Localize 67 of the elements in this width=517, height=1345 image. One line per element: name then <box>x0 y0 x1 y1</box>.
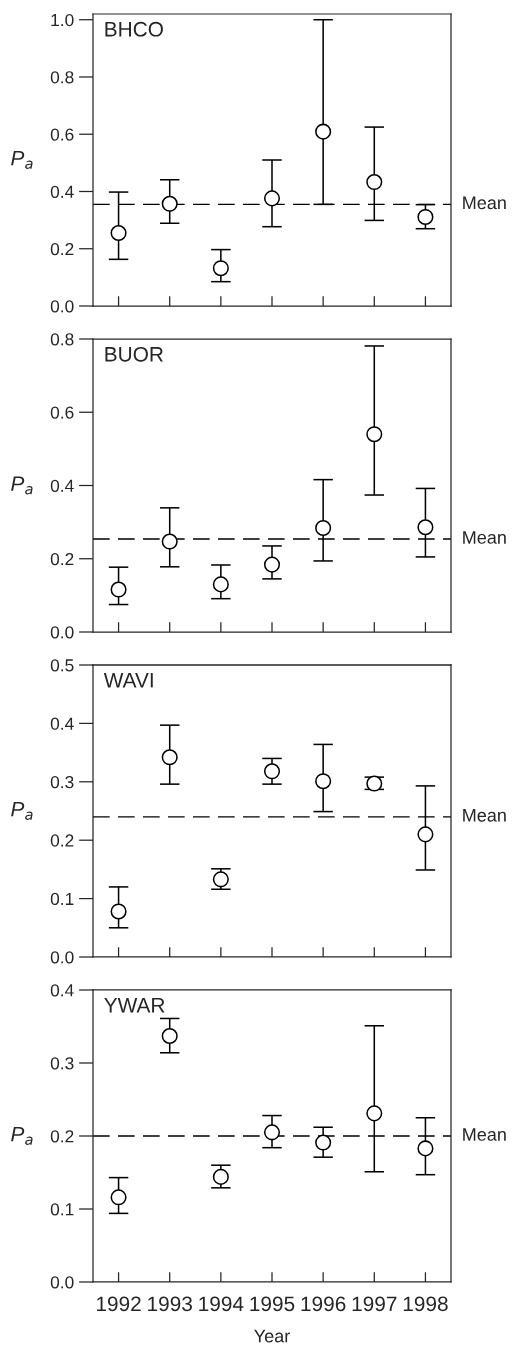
point <box>161 749 178 766</box>
point <box>263 190 281 207</box>
y-tick-label: 0.1 <box>50 1203 74 1216</box>
point <box>212 260 229 277</box>
point <box>366 173 383 191</box>
point <box>315 519 332 537</box>
y-tick-label: 0.8 <box>50 71 74 84</box>
x-tick-label: 1994 <box>199 1296 244 1312</box>
point <box>161 533 178 550</box>
chart-title: YWAR <box>104 998 165 1013</box>
ref-line-label: Mean <box>463 531 506 544</box>
y-tick-label: 0.6 <box>50 406 74 419</box>
point <box>212 576 229 593</box>
y-tick-label: 0.1 <box>50 892 74 906</box>
y-tick-label: 0.3 <box>50 775 74 789</box>
point <box>110 224 127 242</box>
y-tick-label: 0.4 <box>50 185 74 198</box>
y-axis-title: P$_{a}$ <box>11 1127 33 1145</box>
x-tick-label: 1997 <box>352 1296 397 1312</box>
y-tick-label: 0.4 <box>50 717 74 730</box>
point <box>161 195 178 212</box>
x-tick-label: 1992 <box>96 1296 141 1312</box>
point <box>110 1189 127 1206</box>
y-tick-label: 0.2 <box>50 834 74 847</box>
y-tick-label: 0.8 <box>50 333 74 346</box>
y-tick-label: 0.4 <box>50 984 74 997</box>
point <box>263 556 281 573</box>
chart-title: BHCO <box>105 21 163 37</box>
y-tick-label: 0.0 <box>50 300 74 313</box>
y-tick-label: 0.4 <box>50 479 74 492</box>
point <box>417 519 434 536</box>
x-axis-title: Year <box>254 1329 290 1343</box>
point <box>366 1105 383 1122</box>
chart-title: WAVI <box>103 673 153 688</box>
chart-title: BUOR <box>105 346 163 362</box>
ref-line-label: Mean <box>463 196 506 210</box>
y-tick-label: 0.0 <box>50 951 74 964</box>
x-tick-label: 1996 <box>301 1296 346 1312</box>
y-tick-label: 0.5 <box>50 659 74 672</box>
y-tick-label: 0.3 <box>50 1057 74 1070</box>
y-tick-label: 0.2 <box>50 1130 74 1143</box>
point <box>263 1124 281 1141</box>
y-axis-title: P$_{a}$ <box>11 802 33 820</box>
point <box>315 773 332 790</box>
point <box>161 1027 178 1045</box>
point <box>417 1140 434 1157</box>
y-tick-label: 0.6 <box>50 128 74 141</box>
point <box>366 426 383 443</box>
y-axis-title: P$_{a}$ <box>11 476 33 495</box>
ref-line-label: Mean <box>463 1128 506 1141</box>
y-tick-label: 1.0 <box>51 13 74 27</box>
point <box>110 903 127 920</box>
y-tick-label: 0.0 <box>50 626 74 639</box>
point <box>263 763 281 780</box>
point <box>110 581 127 598</box>
y-axis-title: P$_{a}$ <box>11 151 33 169</box>
point <box>315 123 332 140</box>
point <box>417 826 434 843</box>
x-tick-label: 1998 <box>403 1296 448 1312</box>
point <box>417 208 434 226</box>
x-tick-label: 1995 <box>250 1296 295 1312</box>
y-tick-label: 0.2 <box>50 242 74 256</box>
y-tick-label: 0.0 <box>50 1276 74 1289</box>
x-tick-label: 1993 <box>148 1296 192 1312</box>
point <box>315 1134 332 1151</box>
ref-line-label: Mean <box>463 809 506 822</box>
y-tick-label: 0.2 <box>50 552 74 566</box>
